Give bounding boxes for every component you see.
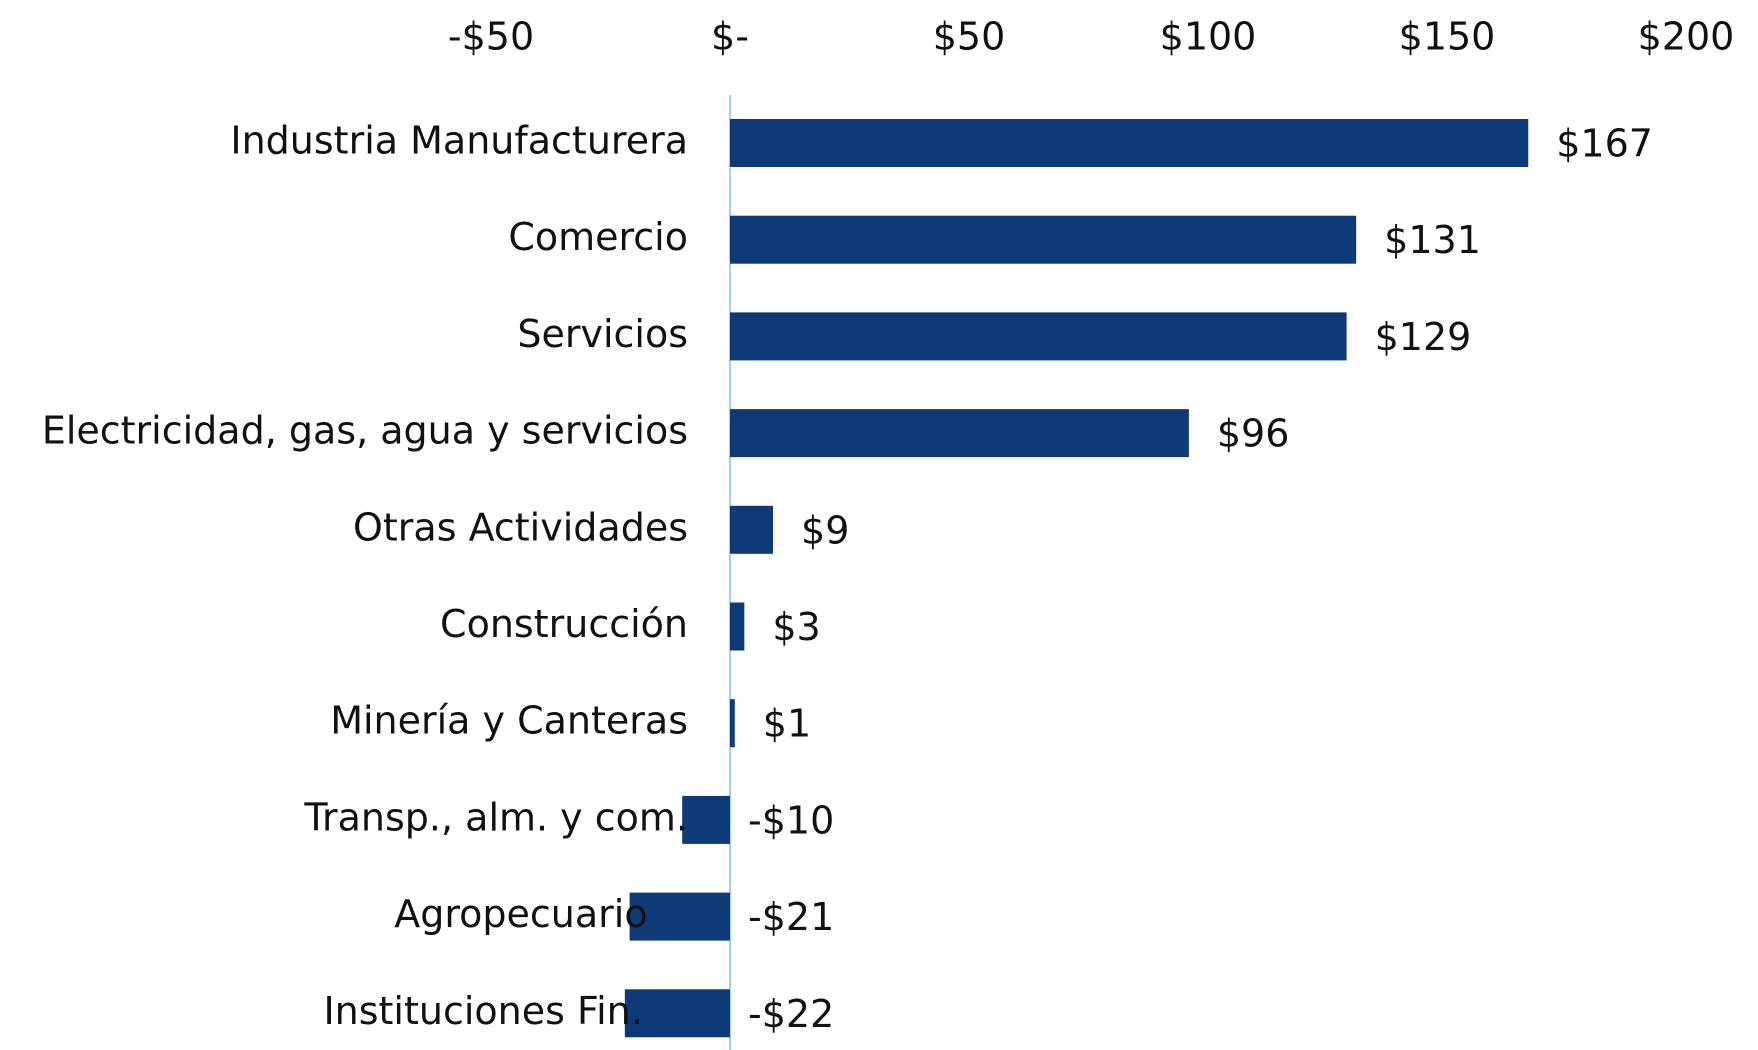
x-tick-label: $100 — [1160, 15, 1257, 59]
data-label: -$22 — [748, 992, 834, 1036]
bar — [629, 892, 730, 941]
x-tick-label: $150 — [1399, 15, 1496, 59]
bar — [730, 119, 1529, 167]
bar — [624, 989, 730, 1038]
y-tick-label: Otras Actividades — [353, 505, 688, 549]
y-tick-label: Comercio — [508, 215, 688, 259]
x-tick-label: $50 — [933, 15, 1006, 59]
bar — [730, 602, 745, 651]
y-tick-label: Instituciones Fin. — [323, 989, 642, 1033]
y-tick-label: Electricidad, gas, agua y servicios — [42, 409, 688, 453]
data-label: $129 — [1375, 315, 1472, 359]
bar — [730, 699, 735, 748]
bar — [682, 795, 730, 844]
y-tick-label: Servicios — [517, 312, 688, 356]
data-label: $96 — [1217, 412, 1290, 456]
x-tick-label: $200 — [1638, 15, 1735, 59]
y-tick-label: Minería y Canteras — [330, 699, 688, 743]
y-tick-label: Agropecuario — [394, 892, 647, 936]
data-label: $3 — [772, 605, 820, 649]
bar — [730, 215, 1357, 264]
data-label: $1 — [763, 702, 811, 746]
data-label: $167 — [1556, 122, 1653, 166]
x-tick-label: $- — [711, 15, 749, 59]
y-tick-label: Industria Manufacturera — [230, 119, 688, 163]
data-label: -$21 — [748, 895, 834, 939]
data-label: $9 — [801, 508, 849, 552]
y-tick-label: Transp., alm. y com. — [303, 795, 688, 839]
x-tick-label: -$50 — [448, 15, 534, 59]
y-tick-label: Construcción — [440, 602, 688, 646]
bar — [730, 505, 774, 554]
data-label: -$10 — [748, 798, 834, 842]
data-label: $131 — [1384, 218, 1481, 262]
bar — [730, 409, 1189, 458]
bar — [730, 312, 1347, 361]
